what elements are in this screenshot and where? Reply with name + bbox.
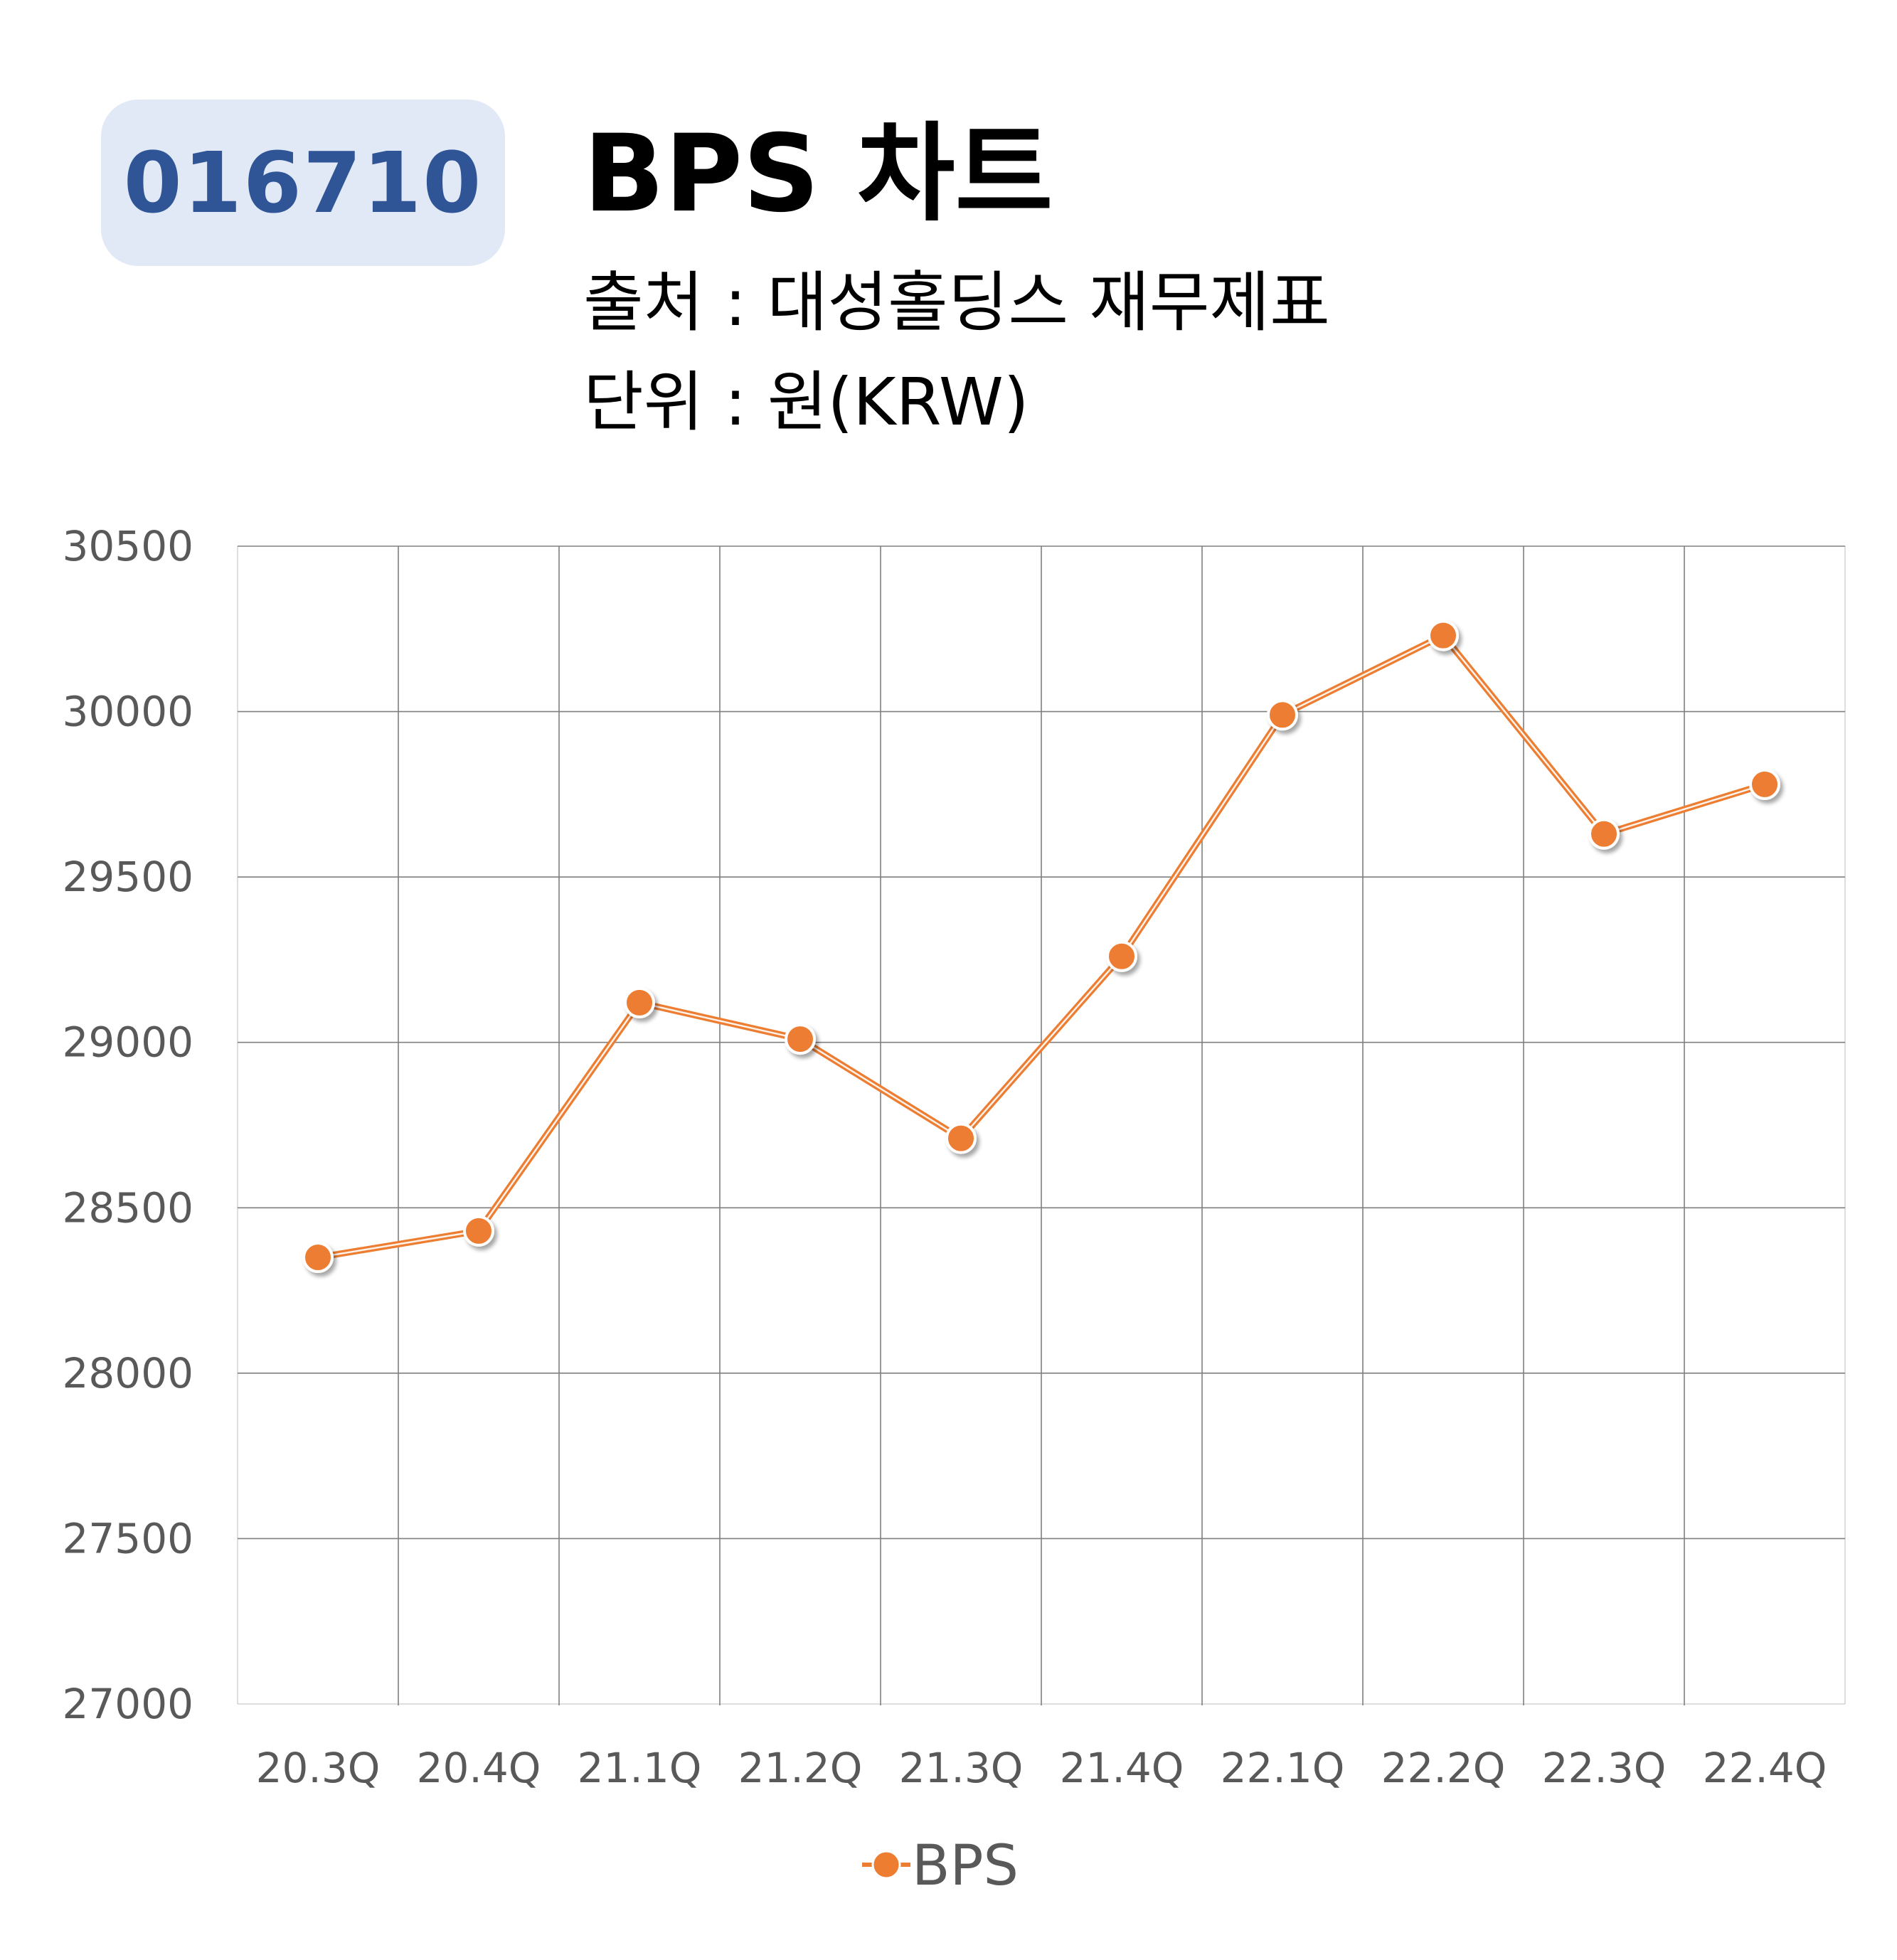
data-point — [1428, 619, 1459, 651]
x-tick-label: 20.4Q — [417, 1744, 541, 1792]
y-tick-label: 27500 — [62, 1514, 193, 1562]
y-tick-label: 30000 — [62, 688, 193, 736]
ticker-code: 016710 — [123, 134, 483, 232]
series-line-highlight — [317, 634, 1765, 1259]
y-tick-label: 30500 — [62, 522, 193, 570]
data-point — [463, 1215, 494, 1247]
ticker-badge: 016710 — [101, 100, 505, 266]
y-tick-label: 28500 — [62, 1183, 193, 1232]
x-tick-label: 21.3Q — [899, 1744, 1024, 1792]
x-tick-label: 22.3Q — [1542, 1744, 1667, 1792]
data-point — [1267, 699, 1298, 731]
grid-layer — [237, 545, 1846, 1705]
chart-title: BPS 차트 — [583, 112, 1053, 236]
x-tick-label: 21.1Q — [578, 1744, 702, 1792]
y-tick-label: 29500 — [62, 853, 193, 901]
x-tick-label: 22.2Q — [1381, 1744, 1506, 1792]
x-tick-label: 21.4Q — [1060, 1744, 1184, 1792]
source-note: 출처 : 대성홀딩스 재무제표 — [583, 265, 1330, 341]
x-tick-label: 22.4Q — [1703, 1744, 1827, 1792]
x-tick-label: 20.3Q — [256, 1744, 381, 1792]
x-tick-label: 22.1Q — [1221, 1744, 1345, 1792]
data-point — [785, 1023, 816, 1055]
x-tick-label: 21.2Q — [738, 1744, 863, 1792]
axis-layer: 30500 30000 29500 29000 28500 28000 27500 27000… — [62, 522, 1827, 1792]
legend-marker — [871, 1850, 901, 1880]
data-point — [624, 986, 655, 1018]
legend-layer: BPS — [862, 1834, 1019, 1898]
data-point — [1588, 818, 1620, 850]
data-point — [1749, 768, 1780, 800]
legend-label: BPS — [912, 1834, 1019, 1898]
series-layer — [302, 619, 1780, 1274]
y-tick-label: 29000 — [62, 1018, 193, 1067]
y-tick-label: 27000 — [62, 1680, 193, 1728]
unit-note: 단위 : 원(KRW) — [583, 364, 1029, 440]
data-point — [302, 1242, 334, 1274]
data-point — [1106, 940, 1137, 972]
data-point — [945, 1122, 977, 1154]
y-tick-label: 28000 — [62, 1349, 193, 1397]
